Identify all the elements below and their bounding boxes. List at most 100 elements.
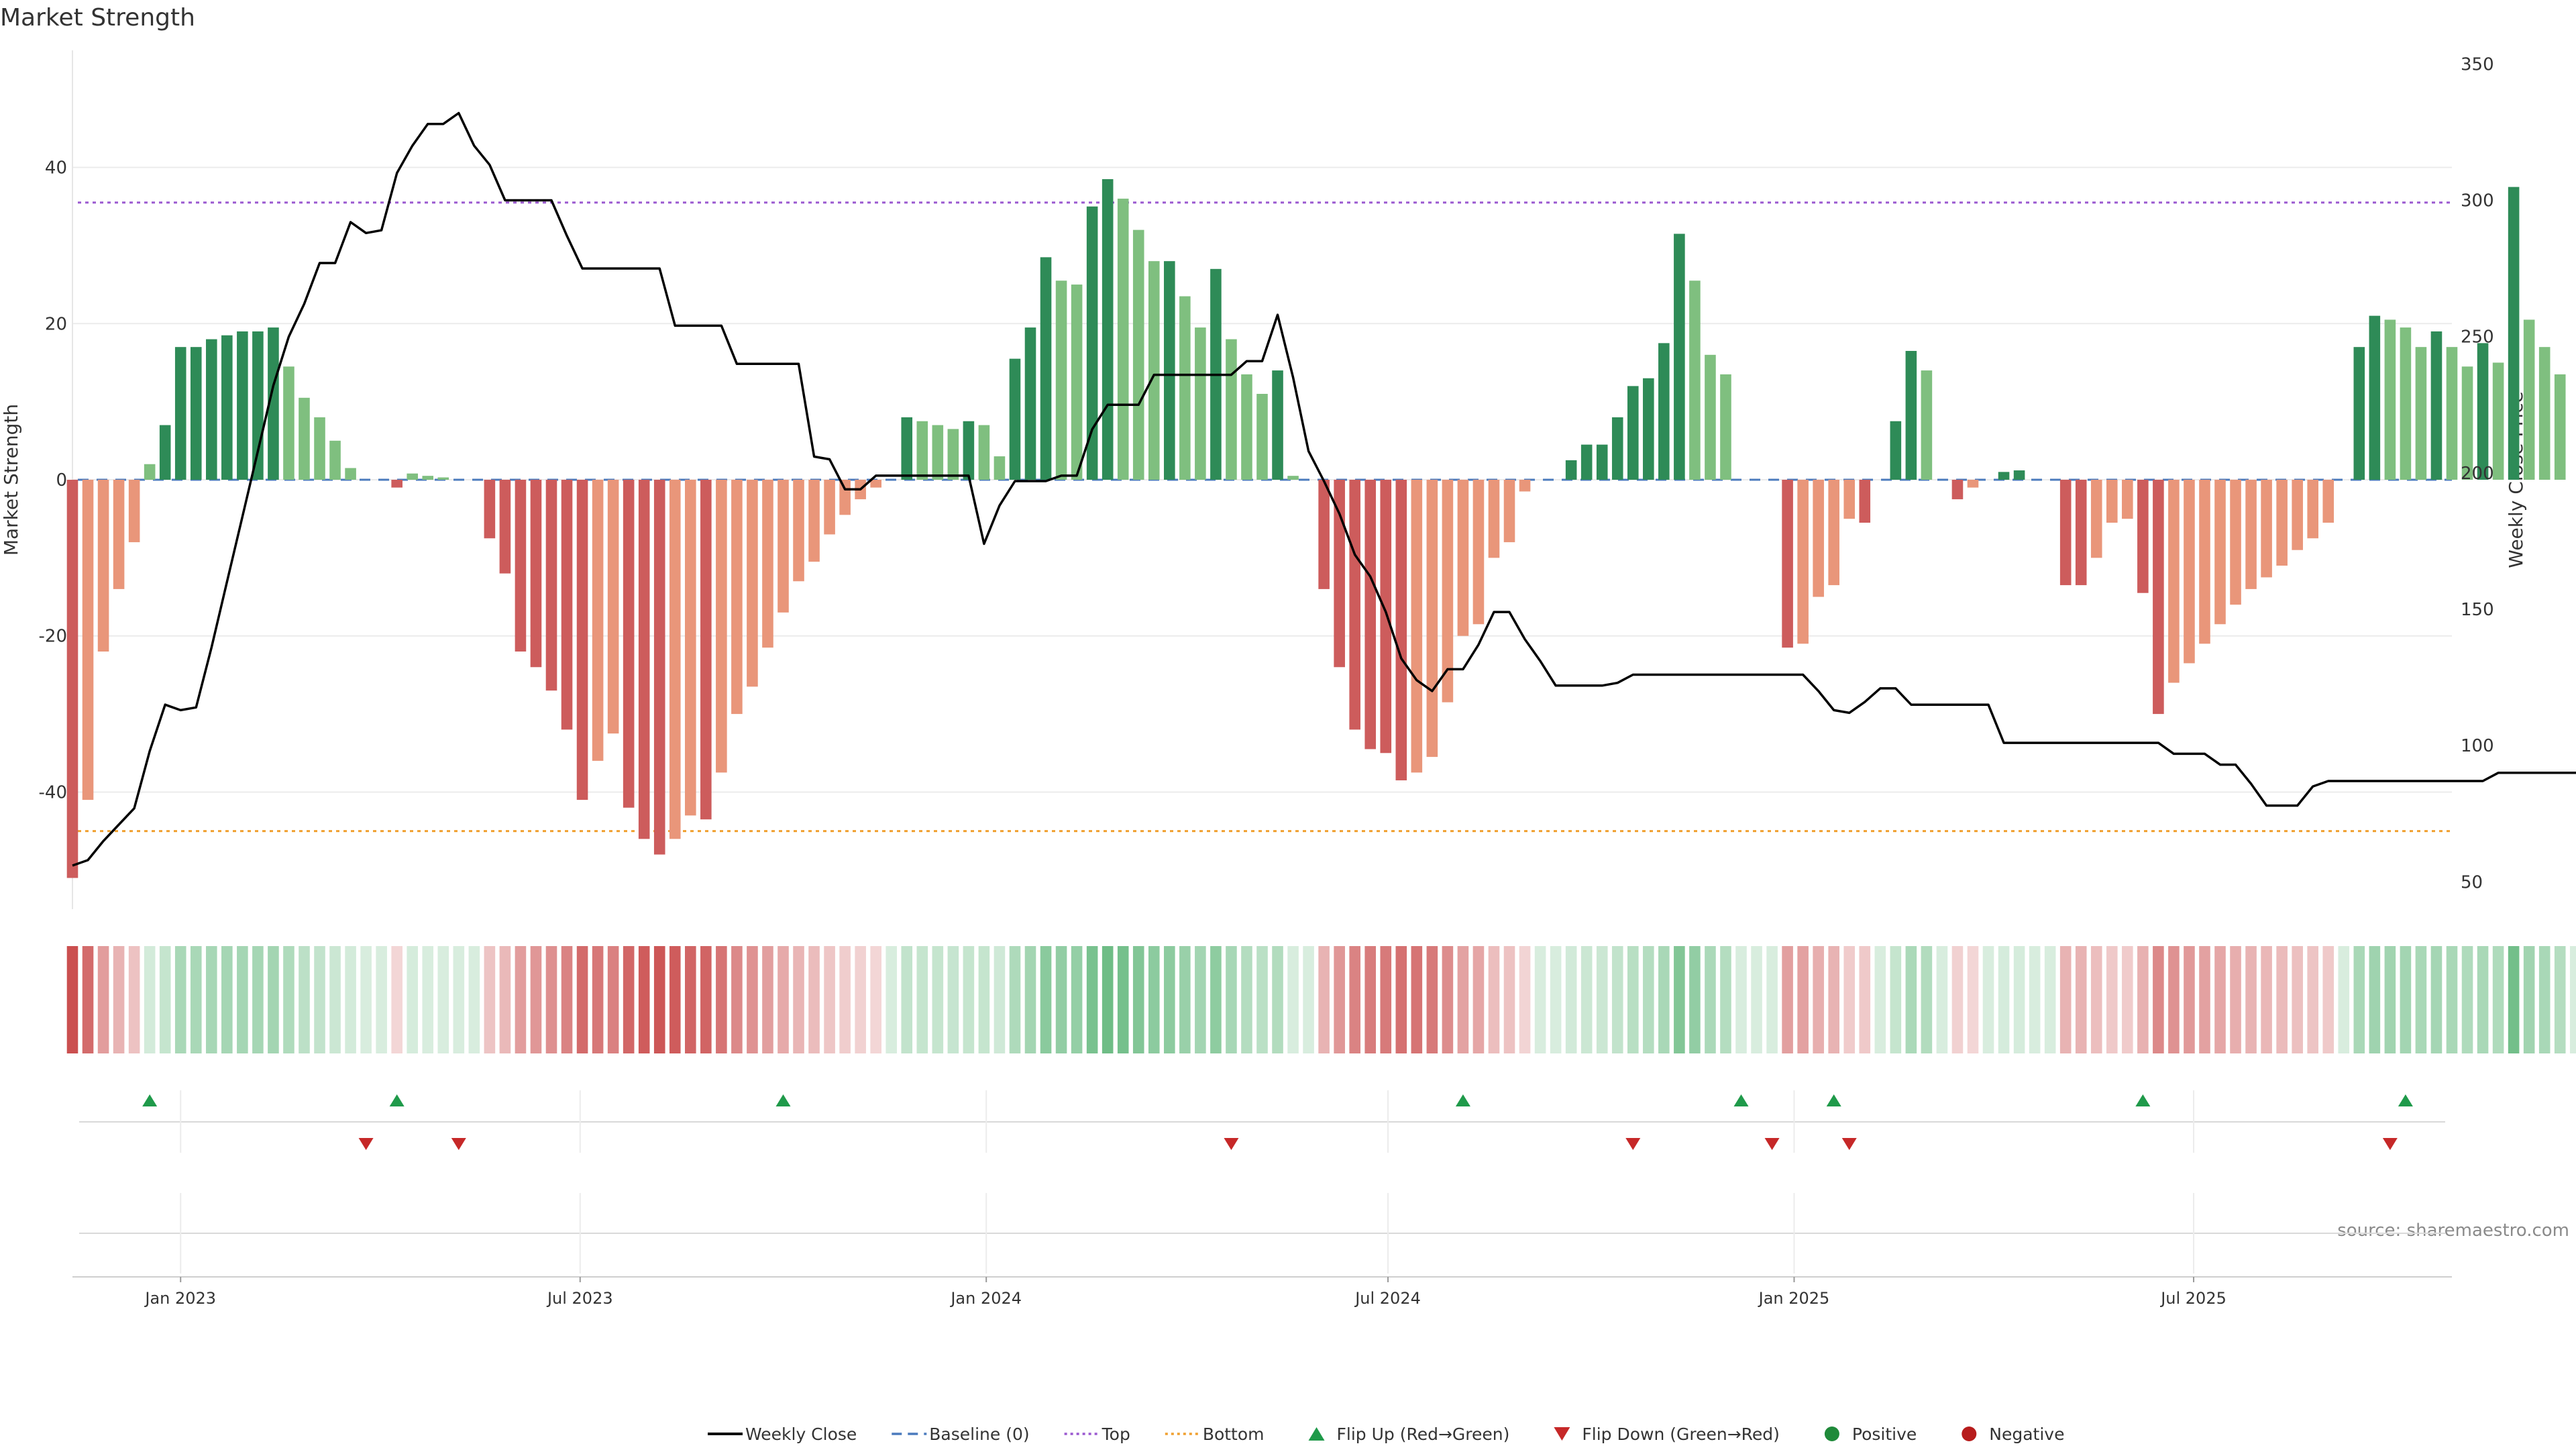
heat-cell	[499, 946, 511, 1053]
flip-up-marker	[1455, 1094, 1470, 1106]
flip-markers	[79, 1094, 2445, 1234]
strength-bar	[1565, 460, 1577, 480]
legend-item: Negative	[1962, 1424, 2064, 1444]
y-axis-label: Market Strength	[0, 404, 22, 556]
heat-cell	[1303, 946, 1314, 1053]
heat-cell	[1195, 946, 1206, 1053]
heat-cell	[1272, 946, 1283, 1053]
x-axis: Jan 2023 Jul 2023 Jan 2024 Jul 2024 Jan 2025…	[72, 1090, 2452, 1308]
strength-bar	[1643, 378, 1654, 480]
strength-bar	[530, 480, 542, 668]
x-tick-label: Jan 2025	[1758, 1289, 1830, 1308]
strength-bar	[174, 347, 186, 480]
strength-bar	[1164, 261, 1175, 480]
strength-bar	[2153, 480, 2164, 715]
strength-bar	[1272, 370, 1283, 480]
heat-cell	[1813, 946, 1824, 1053]
strength-bar	[2292, 480, 2303, 550]
heat-cell	[1689, 946, 1701, 1053]
heat-cell	[824, 946, 835, 1053]
strength-bar	[2415, 347, 2427, 480]
heat-cell	[2430, 946, 2443, 1053]
heat-cell	[1874, 946, 1886, 1053]
y2-tick-label: 350	[2461, 54, 2494, 74]
strength-bar	[2523, 319, 2535, 480]
heat-cell	[2353, 946, 2365, 1053]
heat-cell	[576, 946, 588, 1053]
strength-bar	[144, 464, 156, 480]
heat-cell	[592, 946, 604, 1053]
strength-bar	[1287, 476, 1299, 480]
heat-cell	[190, 946, 202, 1053]
heat-cell	[855, 946, 866, 1053]
flip-down-marker	[1764, 1138, 1780, 1150]
strength-bar	[2322, 480, 2334, 523]
y2-tick-label: 150	[2461, 600, 2494, 620]
heat-cell	[669, 946, 681, 1053]
legend-label: Baseline (0)	[929, 1424, 1029, 1444]
heat-cell	[1318, 946, 1330, 1053]
flip-up-marker	[389, 1094, 405, 1106]
heat-cell	[1472, 946, 1485, 1053]
strength-bar	[2477, 343, 2489, 480]
strength-bar	[1782, 480, 1793, 648]
heat-cell	[1982, 946, 1994, 1053]
strength-bar	[499, 480, 511, 574]
heat-cell	[1457, 946, 1469, 1053]
legend-label: Flip Up (Red→Green)	[1337, 1424, 1510, 1444]
strength-bar	[1009, 358, 1021, 480]
legend-swatch-circle	[1824, 1427, 1839, 1441]
heat-cell	[1102, 946, 1114, 1053]
legend-swatch-triangle-up	[1308, 1427, 1325, 1441]
strength-bar	[685, 480, 696, 816]
x-tick-label: Jul 2024	[1354, 1289, 1421, 1308]
heat-cell	[314, 946, 325, 1053]
y-tick-label: -40	[39, 782, 67, 802]
heat-cell	[128, 946, 140, 1053]
strength-bar	[1195, 327, 1206, 480]
y-tick-label: -20	[39, 627, 67, 647]
strength-bar	[128, 480, 140, 543]
heat-cell	[1797, 946, 1809, 1053]
heat-cell	[1735, 946, 1747, 1053]
heat-cell	[978, 946, 990, 1053]
strength-bar	[2554, 374, 2566, 480]
strength-bar	[2430, 331, 2443, 480]
heat-cell	[515, 946, 527, 1053]
legend-item: Flip Down (Green→Red)	[1554, 1424, 1780, 1444]
x-tick-label: Jul 2025	[2159, 1289, 2226, 1308]
strength-bar	[669, 480, 681, 839]
heat-cell	[376, 946, 387, 1053]
heat-cell	[1503, 946, 1515, 1053]
strength-bar	[762, 480, 773, 648]
strength-bar	[422, 476, 434, 480]
strength-bar	[607, 480, 619, 734]
legend-item: Bottom	[1165, 1424, 1265, 1444]
strength-bar	[1705, 354, 1716, 480]
strength-bar	[623, 480, 635, 808]
heat-cell	[700, 946, 712, 1053]
heat-cell	[623, 946, 635, 1053]
heat-cell	[1967, 946, 1979, 1053]
heat-cell	[1086, 946, 1098, 1053]
strength-bar	[1813, 480, 1824, 597]
strength-bar	[901, 417, 913, 480]
strength-bar	[2492, 362, 2504, 480]
strength-bar	[1380, 480, 1392, 754]
heat-cell	[2245, 946, 2257, 1053]
flip-up-marker	[2135, 1094, 2151, 1106]
heat-cell	[1905, 946, 1917, 1053]
strength-bar	[2538, 347, 2551, 480]
heat-cell	[1411, 946, 1423, 1053]
heat-cell	[2523, 946, 2535, 1053]
flip-down-marker	[1625, 1138, 1641, 1150]
heat-cell	[2075, 946, 2087, 1053]
y2-axis: 50 100 150 200 250 300 350	[2461, 54, 2494, 892]
heat-cell	[2199, 946, 2210, 1053]
strength-bars	[66, 179, 2566, 878]
strength-bar	[1318, 480, 1330, 589]
strength-bar	[561, 480, 573, 730]
heat-cell	[2029, 946, 2041, 1053]
